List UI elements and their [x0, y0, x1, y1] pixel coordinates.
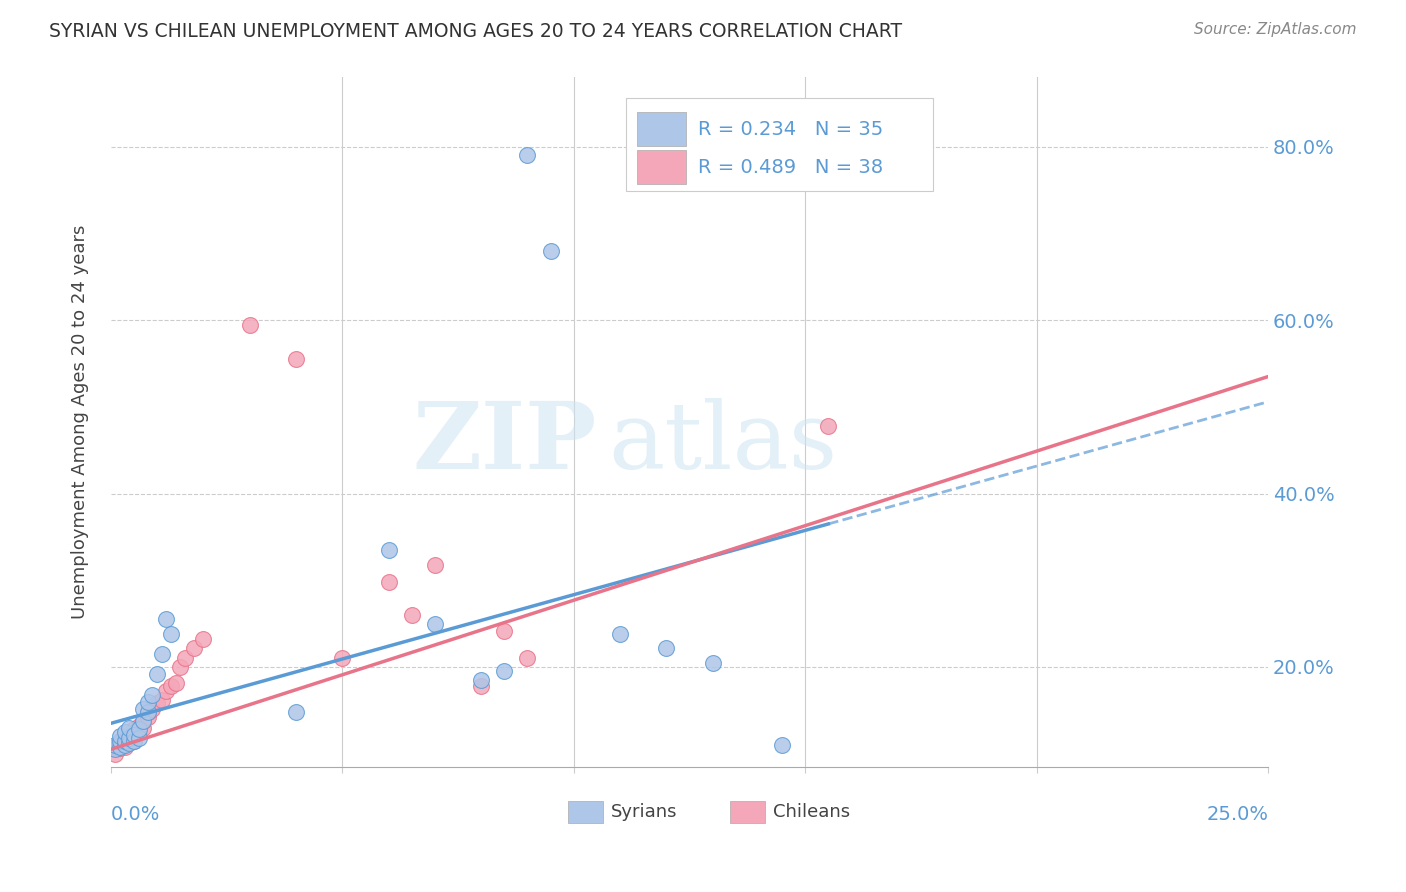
- Point: [655, 640, 678, 655]
- Point: [183, 640, 205, 655]
- Point: [108, 733, 131, 747]
- Point: [132, 721, 155, 735]
- Text: R = 0.489   N = 38: R = 0.489 N = 38: [697, 158, 883, 177]
- Point: [128, 725, 150, 739]
- Point: [118, 721, 141, 735]
- Point: [114, 733, 136, 747]
- Point: [160, 679, 183, 693]
- Point: [136, 710, 159, 724]
- Point: [173, 651, 195, 665]
- Point: [122, 733, 145, 747]
- Point: [770, 738, 793, 752]
- Point: [122, 733, 145, 747]
- Y-axis label: Unemployment Among Ages 20 to 24 years: Unemployment Among Ages 20 to 24 years: [72, 225, 89, 619]
- Point: [136, 705, 159, 719]
- Point: [104, 747, 127, 761]
- Point: [401, 607, 423, 622]
- Point: [377, 575, 399, 590]
- Point: [702, 656, 724, 670]
- Point: [114, 725, 136, 739]
- Point: [516, 148, 538, 162]
- Point: [104, 739, 127, 754]
- Point: [118, 731, 141, 745]
- Point: [423, 558, 446, 572]
- Point: [108, 730, 131, 744]
- Text: Chileans: Chileans: [773, 803, 849, 822]
- Point: [494, 665, 516, 679]
- Point: [150, 647, 173, 661]
- Point: [114, 739, 136, 754]
- Text: Syrians: Syrians: [610, 803, 678, 822]
- Text: 0.0%: 0.0%: [111, 805, 160, 823]
- Point: [470, 673, 492, 687]
- Bar: [730, 801, 765, 823]
- Point: [155, 684, 177, 698]
- Point: [108, 741, 131, 756]
- Point: [114, 736, 136, 750]
- Point: [165, 675, 187, 690]
- Point: [141, 701, 163, 715]
- Point: [122, 723, 145, 737]
- Point: [239, 318, 262, 332]
- Point: [609, 627, 631, 641]
- Point: [146, 667, 169, 681]
- Point: [136, 695, 159, 709]
- Point: [193, 632, 215, 647]
- Point: [146, 697, 169, 711]
- Point: [114, 738, 136, 752]
- Point: [108, 739, 131, 754]
- Point: [104, 742, 127, 756]
- Text: 25.0%: 25.0%: [1206, 805, 1268, 823]
- Text: ZIP: ZIP: [412, 398, 598, 488]
- Point: [284, 352, 307, 367]
- Text: Source: ZipAtlas.com: Source: ZipAtlas.com: [1194, 22, 1357, 37]
- Point: [160, 627, 183, 641]
- Point: [136, 705, 159, 719]
- Bar: [637, 150, 686, 185]
- Point: [141, 688, 163, 702]
- Point: [540, 244, 562, 258]
- Point: [377, 543, 399, 558]
- Point: [470, 679, 492, 693]
- Point: [284, 705, 307, 719]
- FancyBboxPatch shape: [626, 98, 932, 191]
- Point: [118, 736, 141, 750]
- Point: [169, 660, 191, 674]
- Point: [155, 612, 177, 626]
- Point: [132, 701, 155, 715]
- Point: [132, 714, 155, 728]
- Point: [817, 419, 839, 434]
- Bar: [568, 801, 603, 823]
- Text: SYRIAN VS CHILEAN UNEMPLOYMENT AMONG AGES 20 TO 24 YEARS CORRELATION CHART: SYRIAN VS CHILEAN UNEMPLOYMENT AMONG AGE…: [49, 22, 903, 41]
- Point: [128, 731, 150, 745]
- Point: [104, 738, 127, 752]
- Point: [494, 624, 516, 638]
- Point: [118, 731, 141, 745]
- Point: [122, 728, 145, 742]
- Point: [118, 730, 141, 744]
- Text: R = 0.234   N = 35: R = 0.234 N = 35: [697, 120, 883, 138]
- Point: [423, 616, 446, 631]
- Text: atlas: atlas: [609, 398, 838, 488]
- Point: [128, 723, 150, 737]
- Point: [132, 714, 155, 728]
- Bar: [637, 112, 686, 146]
- Point: [128, 719, 150, 733]
- Point: [150, 693, 173, 707]
- Point: [108, 736, 131, 750]
- Point: [330, 651, 353, 665]
- Point: [516, 651, 538, 665]
- Point: [114, 733, 136, 747]
- Point: [122, 728, 145, 742]
